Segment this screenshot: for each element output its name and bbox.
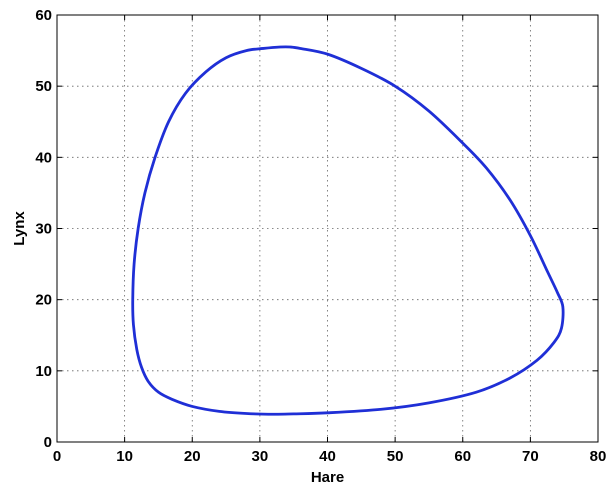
x-tick-label: 30 bbox=[252, 448, 269, 465]
x-tick-label: 40 bbox=[319, 448, 336, 465]
y-tick-labels: 0 10 20 30 40 50 60 bbox=[35, 7, 52, 451]
x-tick-label: 80 bbox=[590, 448, 607, 465]
y-tick-label: 10 bbox=[35, 363, 52, 380]
y-tick-label: 0 bbox=[44, 434, 52, 451]
y-axis-label: Lynx bbox=[11, 211, 28, 246]
series-group bbox=[131, 45, 565, 416]
axis-ticks bbox=[56, 14, 599, 443]
y-tick-label: 20 bbox=[35, 292, 52, 309]
y-tick-label: 50 bbox=[35, 78, 52, 95]
x-tick-label: 20 bbox=[184, 448, 201, 465]
series-line-0 bbox=[131, 45, 565, 416]
x-tick-labels: 0 10 20 30 40 50 60 70 80 bbox=[53, 448, 607, 465]
x-tick-label: 50 bbox=[387, 448, 404, 465]
y-tick-label: 40 bbox=[35, 149, 52, 166]
x-tick-label: 0 bbox=[53, 448, 61, 465]
y-tick-label: 30 bbox=[35, 221, 52, 238]
x-tick-label: 10 bbox=[116, 448, 133, 465]
x-tick-label: 70 bbox=[522, 448, 539, 465]
grid bbox=[57, 15, 598, 442]
y-tick-label: 60 bbox=[35, 7, 52, 24]
x-axis-label: Hare bbox=[311, 469, 344, 485]
x-tick-label: 60 bbox=[454, 448, 471, 465]
